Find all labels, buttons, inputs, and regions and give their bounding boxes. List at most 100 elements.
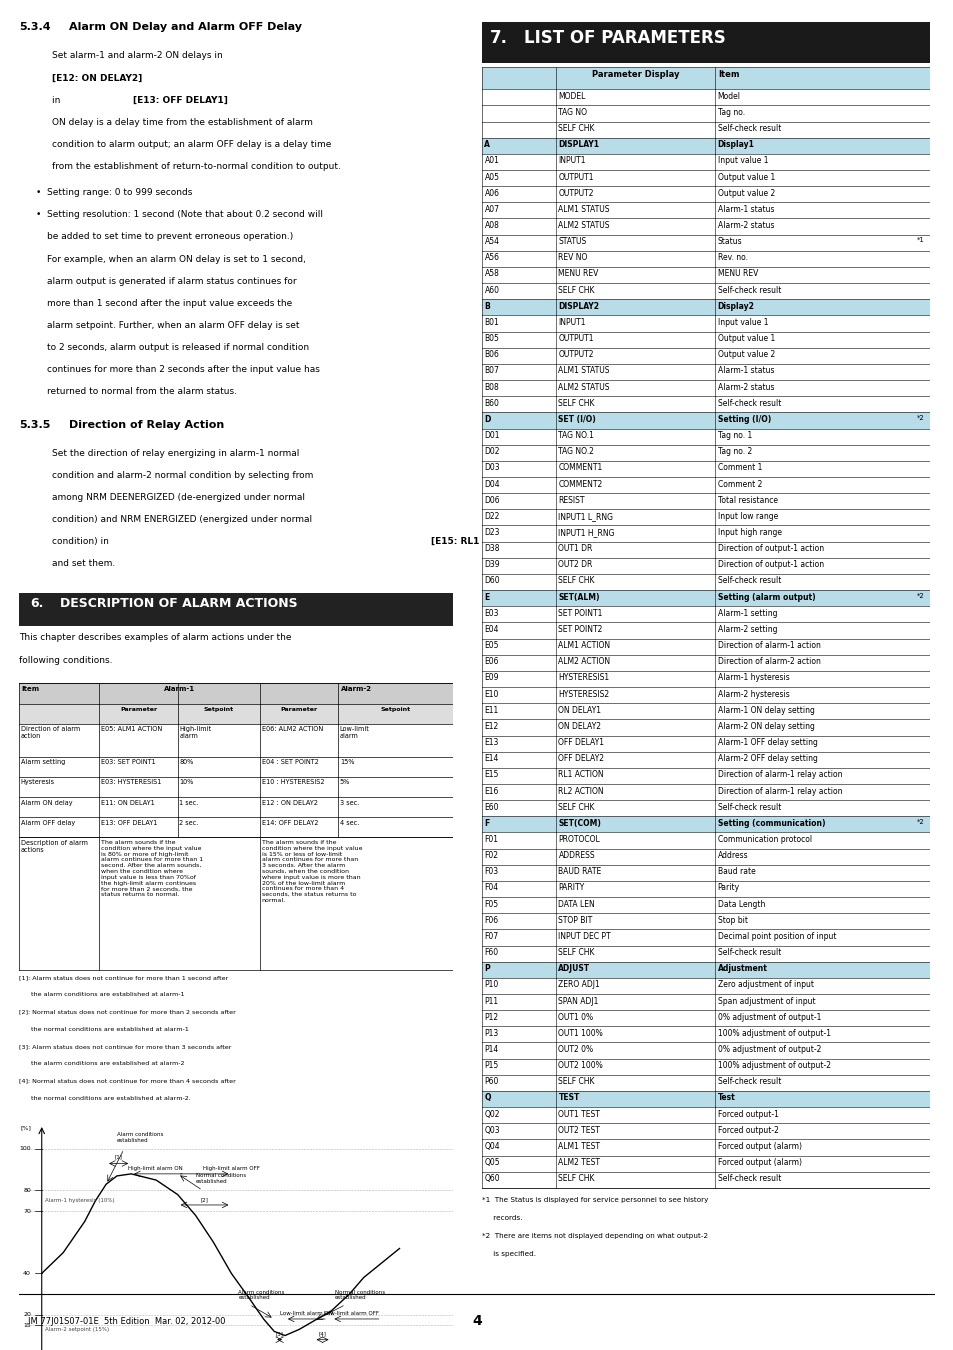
Text: among NRM DEENERGIZED (de-energized under normal: among NRM DEENERGIZED (de-energized unde… [51,493,304,502]
Text: A60: A60 [484,286,499,294]
Text: F04: F04 [484,883,498,892]
Text: High-limit alarm OFF: High-limit alarm OFF [202,1166,259,1170]
Text: E05: E05 [484,641,498,651]
Text: ALM2 STATUS: ALM2 STATUS [558,382,609,391]
Text: OUTPUT1: OUTPUT1 [558,173,594,181]
Text: [3]: Alarm status does not continue for more than 3 seconds after: [3]: Alarm status does not continue for … [19,1044,232,1049]
Bar [481,219,929,235]
Text: SET(COM): SET(COM) [558,819,600,828]
Text: Data Length: Data Length [717,899,764,909]
Text: 5.3.4: 5.3.4 [19,23,51,32]
Text: RESIST: RESIST [558,495,584,505]
Text: *1  The Status is displayed for service personnel to see history: *1 The Status is displayed for service p… [481,1196,707,1203]
Text: A: A [484,140,490,150]
Text: MENU REV: MENU REV [558,270,598,278]
Bar [481,1091,929,1107]
Text: The alarm sounds if the
condition where the input value
is 15% or less of low-li: The alarm sounds if the condition where … [261,840,362,903]
Text: Input low range: Input low range [717,512,777,521]
Bar [481,945,929,961]
Text: [E12: ON DELAY2]: [E12: ON DELAY2] [51,73,142,82]
Text: RL1 ACTION: RL1 ACTION [558,771,603,779]
Text: 100% adjustment of output-1: 100% adjustment of output-1 [717,1029,830,1038]
Text: Q04: Q04 [484,1142,499,1152]
Text: 0% adjustment of output-2: 0% adjustment of output-2 [717,1045,821,1054]
Bar [481,1058,929,1075]
Bar [481,509,929,525]
Bar [481,332,929,348]
Text: SET(ALM): SET(ALM) [558,593,599,602]
Text: Alarm OFF delay: Alarm OFF delay [21,819,75,826]
Text: Zero adjustment of input: Zero adjustment of input [717,980,813,990]
Text: Direction of Relay Action: Direction of Relay Action [69,420,224,429]
Bar [481,284,929,300]
Text: [2]: [2] [200,1197,209,1202]
Text: D23: D23 [484,528,499,537]
Text: Input value 1: Input value 1 [717,157,767,166]
Text: F60: F60 [484,948,498,957]
Text: Item: Item [718,70,740,80]
Text: ZERO ADJ1: ZERO ADJ1 [558,980,599,990]
Bar [481,138,929,154]
Text: Direction of alarm
action: Direction of alarm action [21,726,80,740]
Text: PARITY: PARITY [558,883,584,892]
Bar [19,837,453,969]
Text: Q03: Q03 [484,1126,499,1135]
Bar [481,460,929,477]
Text: SELF CHK: SELF CHK [558,398,595,408]
Text: P12: P12 [484,1012,498,1022]
Text: and: and [593,96,616,105]
Text: E09: E09 [484,674,498,682]
Text: [1]: [1] [114,1154,123,1160]
Text: INPUT1: INPUT1 [558,319,585,327]
Text: the normal conditions are established at alarm-1: the normal conditions are established at… [19,1027,189,1031]
Text: SET POINT1: SET POINT1 [558,609,602,618]
Text: OUT1 0%: OUT1 0% [558,1012,593,1022]
Bar [481,1123,929,1139]
Bar [481,558,929,574]
Text: Alarm-1 hysteresis (10%): Alarm-1 hysteresis (10%) [46,1199,114,1203]
Text: Test: Test [717,1094,735,1103]
Text: Forced output (alarm): Forced output (alarm) [717,1158,801,1168]
Text: Direction of output-1 action: Direction of output-1 action [717,560,822,570]
Text: [4]: Normal status does not continue for more than 4 seconds after: [4]: Normal status does not continue for… [19,1079,235,1084]
Bar [481,541,929,558]
Text: Parameter: Parameter [120,707,157,711]
Text: OUT2 DR: OUT2 DR [558,560,592,570]
Bar [481,525,929,541]
Bar [481,1075,929,1091]
Text: OUT2 100%: OUT2 100% [558,1061,602,1071]
Bar [481,300,929,316]
Text: Normal conditions
established: Normal conditions established [195,1173,246,1184]
Text: Alarm conditions
established: Alarm conditions established [116,1133,163,1143]
Bar [481,122,929,138]
Text: High-limit
alarm: High-limit alarm [179,726,212,740]
Text: OUT1 TEST: OUT1 TEST [558,1110,599,1119]
Text: E11: ON DELAY1: E11: ON DELAY1 [101,799,154,806]
Text: [E15: RL1 ACTION]: [E15: RL1 ACTION] [431,537,524,547]
Bar [481,381,929,396]
Bar [481,833,929,849]
Text: 4: 4 [472,1315,481,1328]
Text: For example, when an alarm ON delay is set to 1 second,: For example, when an alarm ON delay is s… [48,255,306,263]
Bar [481,23,929,62]
Text: DISPLAY2: DISPLAY2 [558,302,598,311]
Text: Set alarm-1 and alarm-2 ON delays in: Set alarm-1 and alarm-2 ON delays in [51,51,225,61]
Text: is specified.: is specified. [481,1251,536,1257]
Text: records.: records. [481,1215,521,1220]
Bar [481,639,929,655]
Text: STATUS: STATUS [558,238,586,246]
Text: [%]: [%] [20,1126,30,1131]
Text: Comment 1: Comment 1 [717,463,761,472]
Text: 5%: 5% [339,779,350,786]
Text: Forced output-1: Forced output-1 [717,1110,778,1119]
Text: SELF CHK: SELF CHK [558,1174,595,1183]
Bar [481,752,929,768]
Text: 100: 100 [19,1146,30,1152]
Text: D: D [484,414,491,424]
Text: Alarm-1 status: Alarm-1 status [717,205,773,213]
Text: COMMENT2: COMMENT2 [558,479,602,489]
Text: 2 sec.: 2 sec. [179,819,198,826]
Text: and: and [890,537,913,547]
Text: Setting (alarm output): Setting (alarm output) [717,593,815,602]
Text: Q02: Q02 [484,1110,499,1119]
